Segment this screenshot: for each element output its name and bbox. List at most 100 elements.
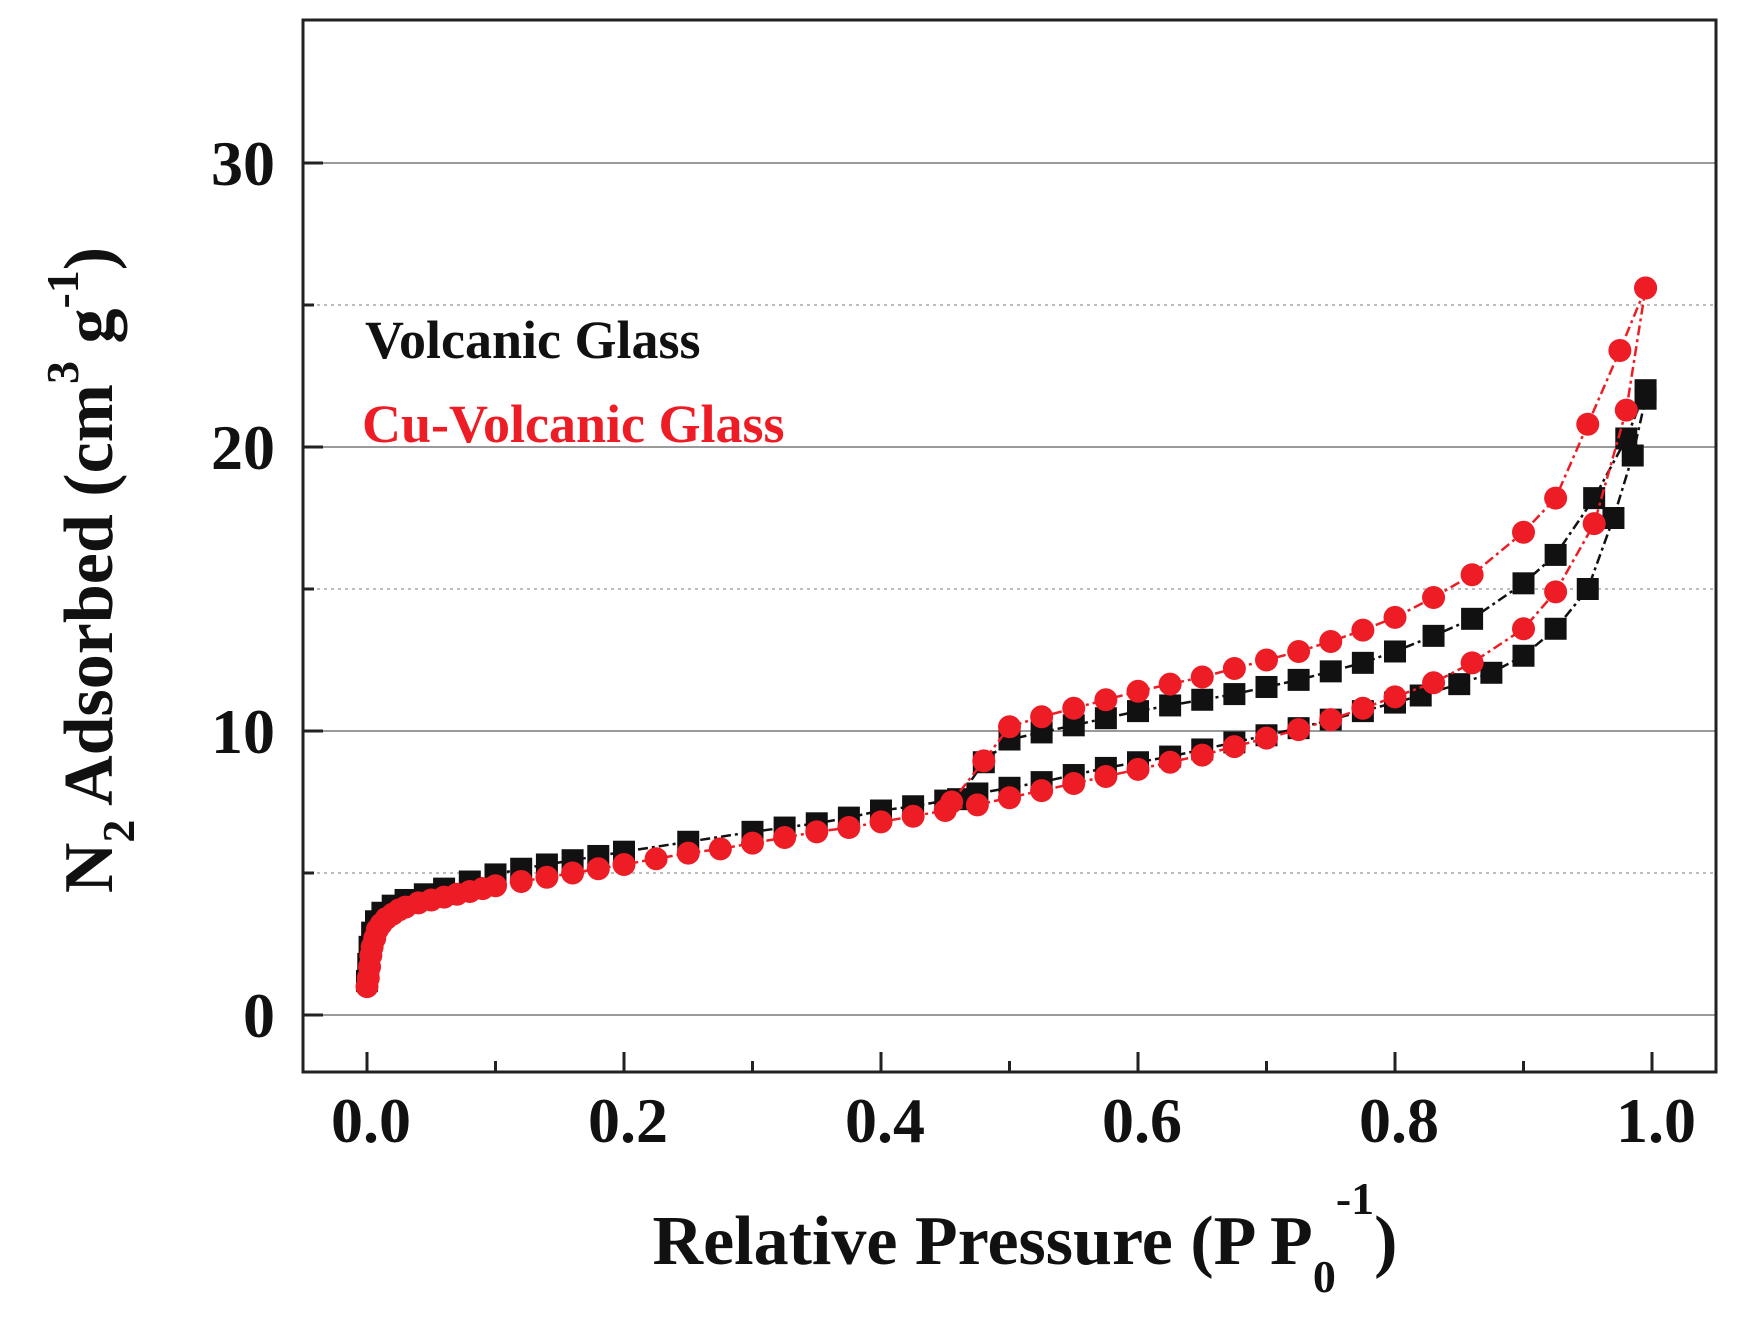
data-point-square — [1127, 700, 1149, 723]
data-point-circle — [1544, 486, 1568, 510]
data-point-square — [1191, 688, 1214, 711]
data-point-circle — [1094, 764, 1118, 788]
data-point-circle — [1222, 735, 1246, 759]
x-axis-label-main: Relative Pressure (P P — [653, 1203, 1313, 1280]
y-axis-label: N2 Adsorbed (cm3 g-1) — [37, 247, 144, 893]
data-point-square — [1287, 668, 1310, 691]
data-point-circle — [1062, 772, 1086, 796]
data-point-square — [1422, 624, 1445, 647]
y-tick-label: 10 — [211, 696, 275, 767]
data-point-circle — [940, 790, 964, 814]
data-point-square — [1621, 444, 1644, 467]
data-point-circle — [1422, 586, 1446, 610]
data-point-square — [1544, 617, 1567, 640]
data-point-square — [1461, 607, 1484, 630]
x-axis-label: Relative Pressure (P P0-1) — [653, 1173, 1398, 1302]
data-point-circle — [972, 749, 996, 773]
data-point-square — [1634, 379, 1657, 402]
data-point-circle — [1351, 696, 1375, 720]
data-point-circle — [1582, 512, 1606, 536]
x-tick-label: 0.4 — [845, 1085, 925, 1156]
x-tick-label: 0.8 — [1359, 1085, 1439, 1156]
data-point-square — [1094, 707, 1117, 730]
data-point-circle — [644, 847, 668, 871]
series-line-desorption — [957, 389, 1647, 800]
data-point-circle — [837, 816, 861, 840]
data-point-circle — [1460, 563, 1484, 587]
data-point-square — [1480, 661, 1503, 684]
data-point-circle — [998, 786, 1021, 810]
data-point-circle — [1544, 580, 1568, 604]
data-point-circle — [1512, 617, 1535, 641]
data-point-circle — [612, 852, 636, 876]
data-point-circle — [1383, 605, 1407, 629]
data-point-circle — [1287, 718, 1311, 742]
y-axis-label-close: ) — [51, 247, 128, 270]
legend: Volcanic Glass Cu-Volcanic Glass — [362, 310, 785, 454]
data-point-circle — [773, 826, 797, 849]
data-point-circle — [1030, 779, 1054, 803]
data-point-circle — [1094, 688, 1118, 712]
y-axis-label-middle2: g — [51, 309, 128, 362]
y-tick-label: 20 — [211, 412, 275, 483]
x-tick-label: 0.6 — [1102, 1085, 1182, 1156]
data-point-circle — [1319, 630, 1343, 654]
data-point-square — [1512, 572, 1535, 595]
x-axis-label-subscript: 0 — [1313, 1251, 1336, 1302]
x-tick-label: 0.2 — [588, 1085, 668, 1156]
data-point-circle — [1126, 757, 1150, 781]
data-point-circle — [1030, 705, 1054, 729]
data-point-circle — [741, 831, 764, 855]
data-point-circle — [1190, 665, 1214, 689]
data-point-circle — [1158, 750, 1182, 774]
data-point-circle — [998, 715, 1021, 739]
data-point-circle — [1255, 726, 1278, 750]
data-point-circle — [676, 841, 700, 865]
data-point-square — [1384, 640, 1406, 663]
data-point-circle — [509, 870, 533, 894]
data-point-circle — [1512, 520, 1535, 544]
y-axis-label-superscript2: -1 — [37, 270, 88, 308]
data-point-circle — [1062, 696, 1086, 720]
data-point-circle — [1634, 276, 1658, 300]
x-axis-label-superscript: -1 — [1336, 1173, 1374, 1224]
data-point-circle — [535, 865, 559, 889]
data-point-square — [1615, 427, 1638, 450]
series-cu-volcanic-glass — [355, 276, 1658, 999]
data-point-circle — [1351, 618, 1375, 642]
data-point-circle — [901, 804, 925, 828]
y-axis-label-middle: Adsorbed (cm — [51, 384, 128, 820]
data-point-circle — [869, 810, 893, 834]
data-point-square — [1030, 721, 1053, 744]
y-axis-label-main: N — [51, 843, 128, 894]
legend-entry-volcanic-glass: Volcanic Glass — [365, 310, 701, 370]
data-point-circle — [484, 874, 507, 898]
legend-entry-cu-volcanic-glass: Cu-Volcanic Glass — [362, 394, 785, 454]
data-point-circle — [1576, 412, 1600, 436]
data-point-square — [1351, 651, 1374, 674]
data-point-circle — [1614, 398, 1638, 422]
x-tick-label: 0.0 — [331, 1085, 411, 1156]
data-point-square — [1159, 694, 1182, 717]
data-point-square — [1255, 675, 1278, 698]
axes: 0 10 20 30 0.0 0.2 0.4 0.6 0.8 1.0 — [211, 128, 1696, 1156]
data-point-square — [1576, 578, 1599, 600]
data-point-circle — [1319, 708, 1343, 732]
series-line-desorption — [950, 287, 1647, 803]
data-point-circle — [1126, 679, 1150, 703]
x-axis-label-close: ) — [1374, 1203, 1397, 1280]
series-layer — [355, 276, 1658, 999]
data-point-circle — [1190, 743, 1214, 767]
y-axis-label-subscript: 2 — [93, 820, 144, 843]
data-point-square — [1602, 507, 1625, 529]
data-point-circle — [1287, 639, 1311, 663]
y-tick-label: 0 — [243, 980, 275, 1051]
data-point-circle — [965, 793, 989, 817]
data-point-circle — [1222, 657, 1246, 681]
data-point-square — [1544, 543, 1567, 566]
data-point-square — [1062, 714, 1085, 737]
data-point-circle — [1255, 648, 1278, 672]
data-point-square — [1319, 660, 1342, 683]
